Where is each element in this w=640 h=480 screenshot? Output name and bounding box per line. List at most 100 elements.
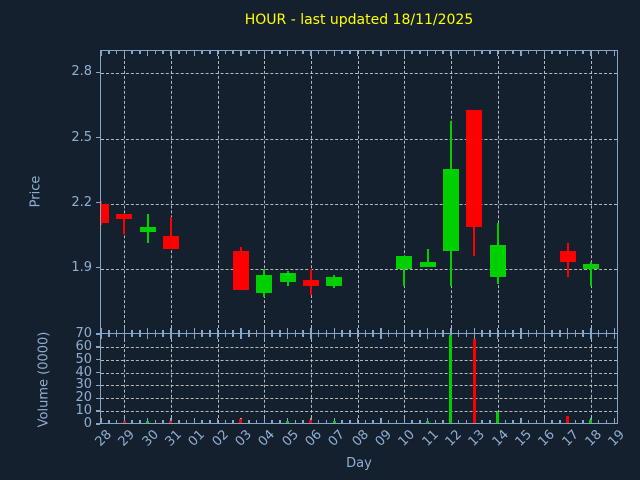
- volume-bar-12: [449, 335, 453, 423]
- x-tick-mark: [115, 330, 118, 333]
- x-tick-mark: [333, 51, 336, 56]
- x-tick-mark: [590, 334, 592, 339]
- x-tick-mark: [582, 420, 584, 423]
- x-tick-mark: [341, 334, 343, 337]
- price-tick-label: 2.5: [71, 129, 92, 145]
- x-tick-mark: [535, 420, 538, 423]
- candle-body-13: [466, 110, 483, 228]
- x-tick-mark: [411, 334, 413, 337]
- x-tick-label: 11: [419, 427, 442, 450]
- candle-body-04: [256, 275, 273, 293]
- x-tick-mark: [372, 334, 374, 337]
- x-tick-mark: [248, 334, 250, 337]
- x-tick-mark: [543, 328, 546, 333]
- volume-panel: [100, 334, 618, 424]
- x-tick-mark: [349, 330, 351, 333]
- x-tick-mark: [170, 328, 172, 333]
- x-tick-mark: [489, 420, 491, 423]
- x-tick-mark: [123, 51, 126, 56]
- x-tick-label: 28: [92, 427, 115, 450]
- candle-wick-31: [169, 216, 172, 250]
- x-tick-mark: [419, 334, 421, 337]
- x-tick-mark: [372, 420, 374, 423]
- x-tick-mark: [372, 51, 374, 54]
- x-tick-mark: [434, 420, 437, 423]
- vertical-gridline: [590, 334, 592, 423]
- x-tick-mark: [131, 420, 133, 423]
- x-tick-mark: [504, 330, 507, 333]
- vertical-gridline: [264, 334, 266, 423]
- candle-body-05: [279, 273, 296, 282]
- x-tick-mark: [286, 418, 289, 423]
- x-tick-label: 14: [489, 427, 512, 450]
- x-tick-mark: [380, 418, 382, 423]
- x-tick-mark: [154, 334, 157, 337]
- x-tick-mark: [224, 330, 227, 333]
- volume-gridline: [101, 385, 617, 387]
- x-tick-mark: [574, 51, 577, 54]
- x-tick-label: 10: [395, 427, 419, 450]
- x-tick-mark: [512, 51, 514, 54]
- x-tick-mark: [380, 334, 382, 339]
- x-tick-mark: [146, 51, 149, 56]
- x-tick-mark: [442, 420, 444, 423]
- x-tick-mark: [465, 334, 468, 337]
- candle-body-12: [442, 168, 459, 252]
- candle-body-31: [162, 236, 179, 250]
- x-tick-mark: [465, 420, 468, 423]
- x-tick-mark: [294, 420, 297, 423]
- volume-tick-label: 0: [83, 416, 92, 431]
- x-tick-mark: [193, 328, 196, 333]
- x-tick-mark: [496, 328, 499, 333]
- price-panel: [100, 50, 618, 334]
- x-tick-mark: [551, 334, 553, 337]
- x-tick-mark: [520, 334, 522, 339]
- chart-title: HOUR - last updated 18/11/2025: [244, 12, 474, 28]
- x-tick-mark: [325, 51, 328, 54]
- x-tick-mark: [496, 334, 499, 339]
- x-tick-mark: [139, 51, 141, 54]
- x-tick-mark: [209, 51, 211, 54]
- x-tick-mark: [434, 330, 437, 333]
- x-tick-mark: [613, 334, 615, 339]
- x-tick-mark: [372, 330, 374, 333]
- x-tick-mark: [559, 330, 561, 333]
- x-tick-mark: [108, 330, 110, 333]
- x-tick-mark: [271, 51, 273, 54]
- x-tick-mark: [302, 420, 304, 423]
- volume-tick-label: 10: [75, 403, 92, 419]
- x-tick-mark: [146, 328, 149, 333]
- price-gridline: [101, 73, 617, 75]
- vertical-gridline: [404, 51, 406, 333]
- x-tick-mark: [473, 51, 476, 56]
- x-tick-mark: [139, 334, 141, 337]
- x-tick-mark: [349, 334, 351, 337]
- candle-wick-10: [403, 255, 406, 287]
- volume-bar-05: [286, 421, 290, 423]
- x-tick-label: 29: [115, 427, 139, 450]
- x-tick-mark: [341, 51, 343, 54]
- x-tick-mark: [535, 51, 538, 54]
- x-tick-mark: [286, 334, 289, 339]
- x-tick-mark: [216, 328, 219, 333]
- volume-bar-03: [239, 418, 243, 423]
- x-tick-mark: [489, 330, 491, 333]
- volume-tick-label: 50: [75, 351, 92, 367]
- x-tick-mark: [527, 420, 530, 423]
- price-gridline: [101, 138, 617, 140]
- volume-bar-04: [262, 422, 266, 423]
- vertical-gridline: [217, 51, 219, 333]
- volume-gridline: [101, 359, 617, 361]
- x-tick-mark: [271, 334, 273, 337]
- x-tick-label: 16: [535, 427, 559, 450]
- x-tick-mark: [520, 51, 522, 56]
- x-tick-mark: [387, 51, 390, 54]
- x-tick-mark: [317, 330, 320, 333]
- x-tick-mark: [395, 51, 398, 54]
- x-tick-label: 06: [302, 427, 325, 450]
- x-tick-mark: [527, 330, 530, 333]
- candle-body-17: [559, 251, 576, 263]
- x-tick-label: 12: [442, 427, 465, 450]
- volume-tick-label: 20: [75, 390, 92, 406]
